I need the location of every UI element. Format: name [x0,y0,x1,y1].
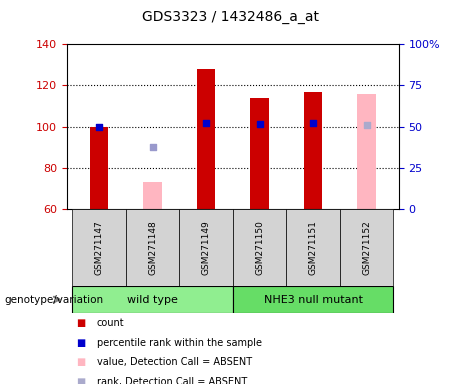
Bar [72,286,233,313]
Bar [340,209,393,286]
Bar [304,92,323,209]
Bar [250,98,269,209]
Text: GSM271150: GSM271150 [255,220,264,275]
Bar [197,69,215,209]
Text: percentile rank within the sample: percentile rank within the sample [97,338,262,348]
Text: genotype/variation: genotype/variation [5,295,104,305]
Text: rank, Detection Call = ABSENT: rank, Detection Call = ABSENT [97,377,247,384]
Point [95,124,103,130]
Bar [286,209,340,286]
Text: count: count [97,318,124,328]
Text: ■: ■ [76,338,85,348]
Point [149,144,156,151]
Text: GSM271151: GSM271151 [308,220,318,275]
Bar [233,209,286,286]
Bar [233,286,393,313]
Text: wild type: wild type [127,295,178,305]
Text: ■: ■ [76,358,85,367]
Text: GSM271149: GSM271149 [201,220,211,275]
Point [256,121,263,127]
Point [309,119,317,126]
Bar [72,209,126,286]
Text: value, Detection Call = ABSENT: value, Detection Call = ABSENT [97,358,252,367]
Point [363,122,370,128]
Text: GSM271148: GSM271148 [148,220,157,275]
Bar [89,127,108,209]
Text: GSM271152: GSM271152 [362,220,371,275]
Bar [357,94,376,209]
Text: GSM271147: GSM271147 [95,220,103,275]
Text: ■: ■ [76,377,85,384]
Text: NHE3 null mutant: NHE3 null mutant [264,295,363,305]
Bar [179,209,233,286]
Point [202,119,210,126]
Bar [126,209,179,286]
Bar [143,182,162,209]
Text: GDS3323 / 1432486_a_at: GDS3323 / 1432486_a_at [142,10,319,23]
Text: ■: ■ [76,318,85,328]
